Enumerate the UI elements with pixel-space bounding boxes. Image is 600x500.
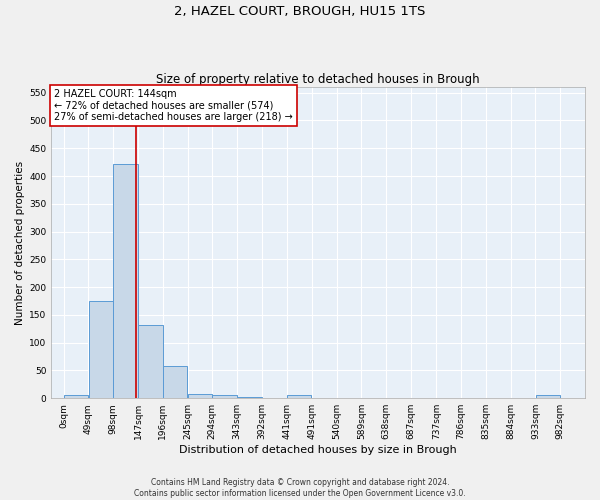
X-axis label: Distribution of detached houses by size in Brough: Distribution of detached houses by size …: [179, 445, 457, 455]
Text: 2, HAZEL COURT, BROUGH, HU15 1TS: 2, HAZEL COURT, BROUGH, HU15 1TS: [175, 5, 425, 18]
Bar: [163, 366, 187, 398]
Bar: [64, 396, 88, 398]
Bar: [237, 397, 262, 398]
Title: Size of property relative to detached houses in Brough: Size of property relative to detached ho…: [157, 73, 480, 86]
Bar: [113, 164, 138, 398]
Bar: [138, 325, 163, 398]
Bar: [188, 394, 212, 398]
Y-axis label: Number of detached properties: Number of detached properties: [15, 160, 25, 325]
Bar: [536, 396, 560, 398]
Text: Contains HM Land Registry data © Crown copyright and database right 2024.
Contai: Contains HM Land Registry data © Crown c…: [134, 478, 466, 498]
Bar: [287, 396, 311, 398]
Bar: [89, 301, 113, 398]
Bar: [212, 396, 237, 398]
Text: 2 HAZEL COURT: 144sqm
← 72% of detached houses are smaller (574)
27% of semi-det: 2 HAZEL COURT: 144sqm ← 72% of detached …: [54, 88, 293, 122]
